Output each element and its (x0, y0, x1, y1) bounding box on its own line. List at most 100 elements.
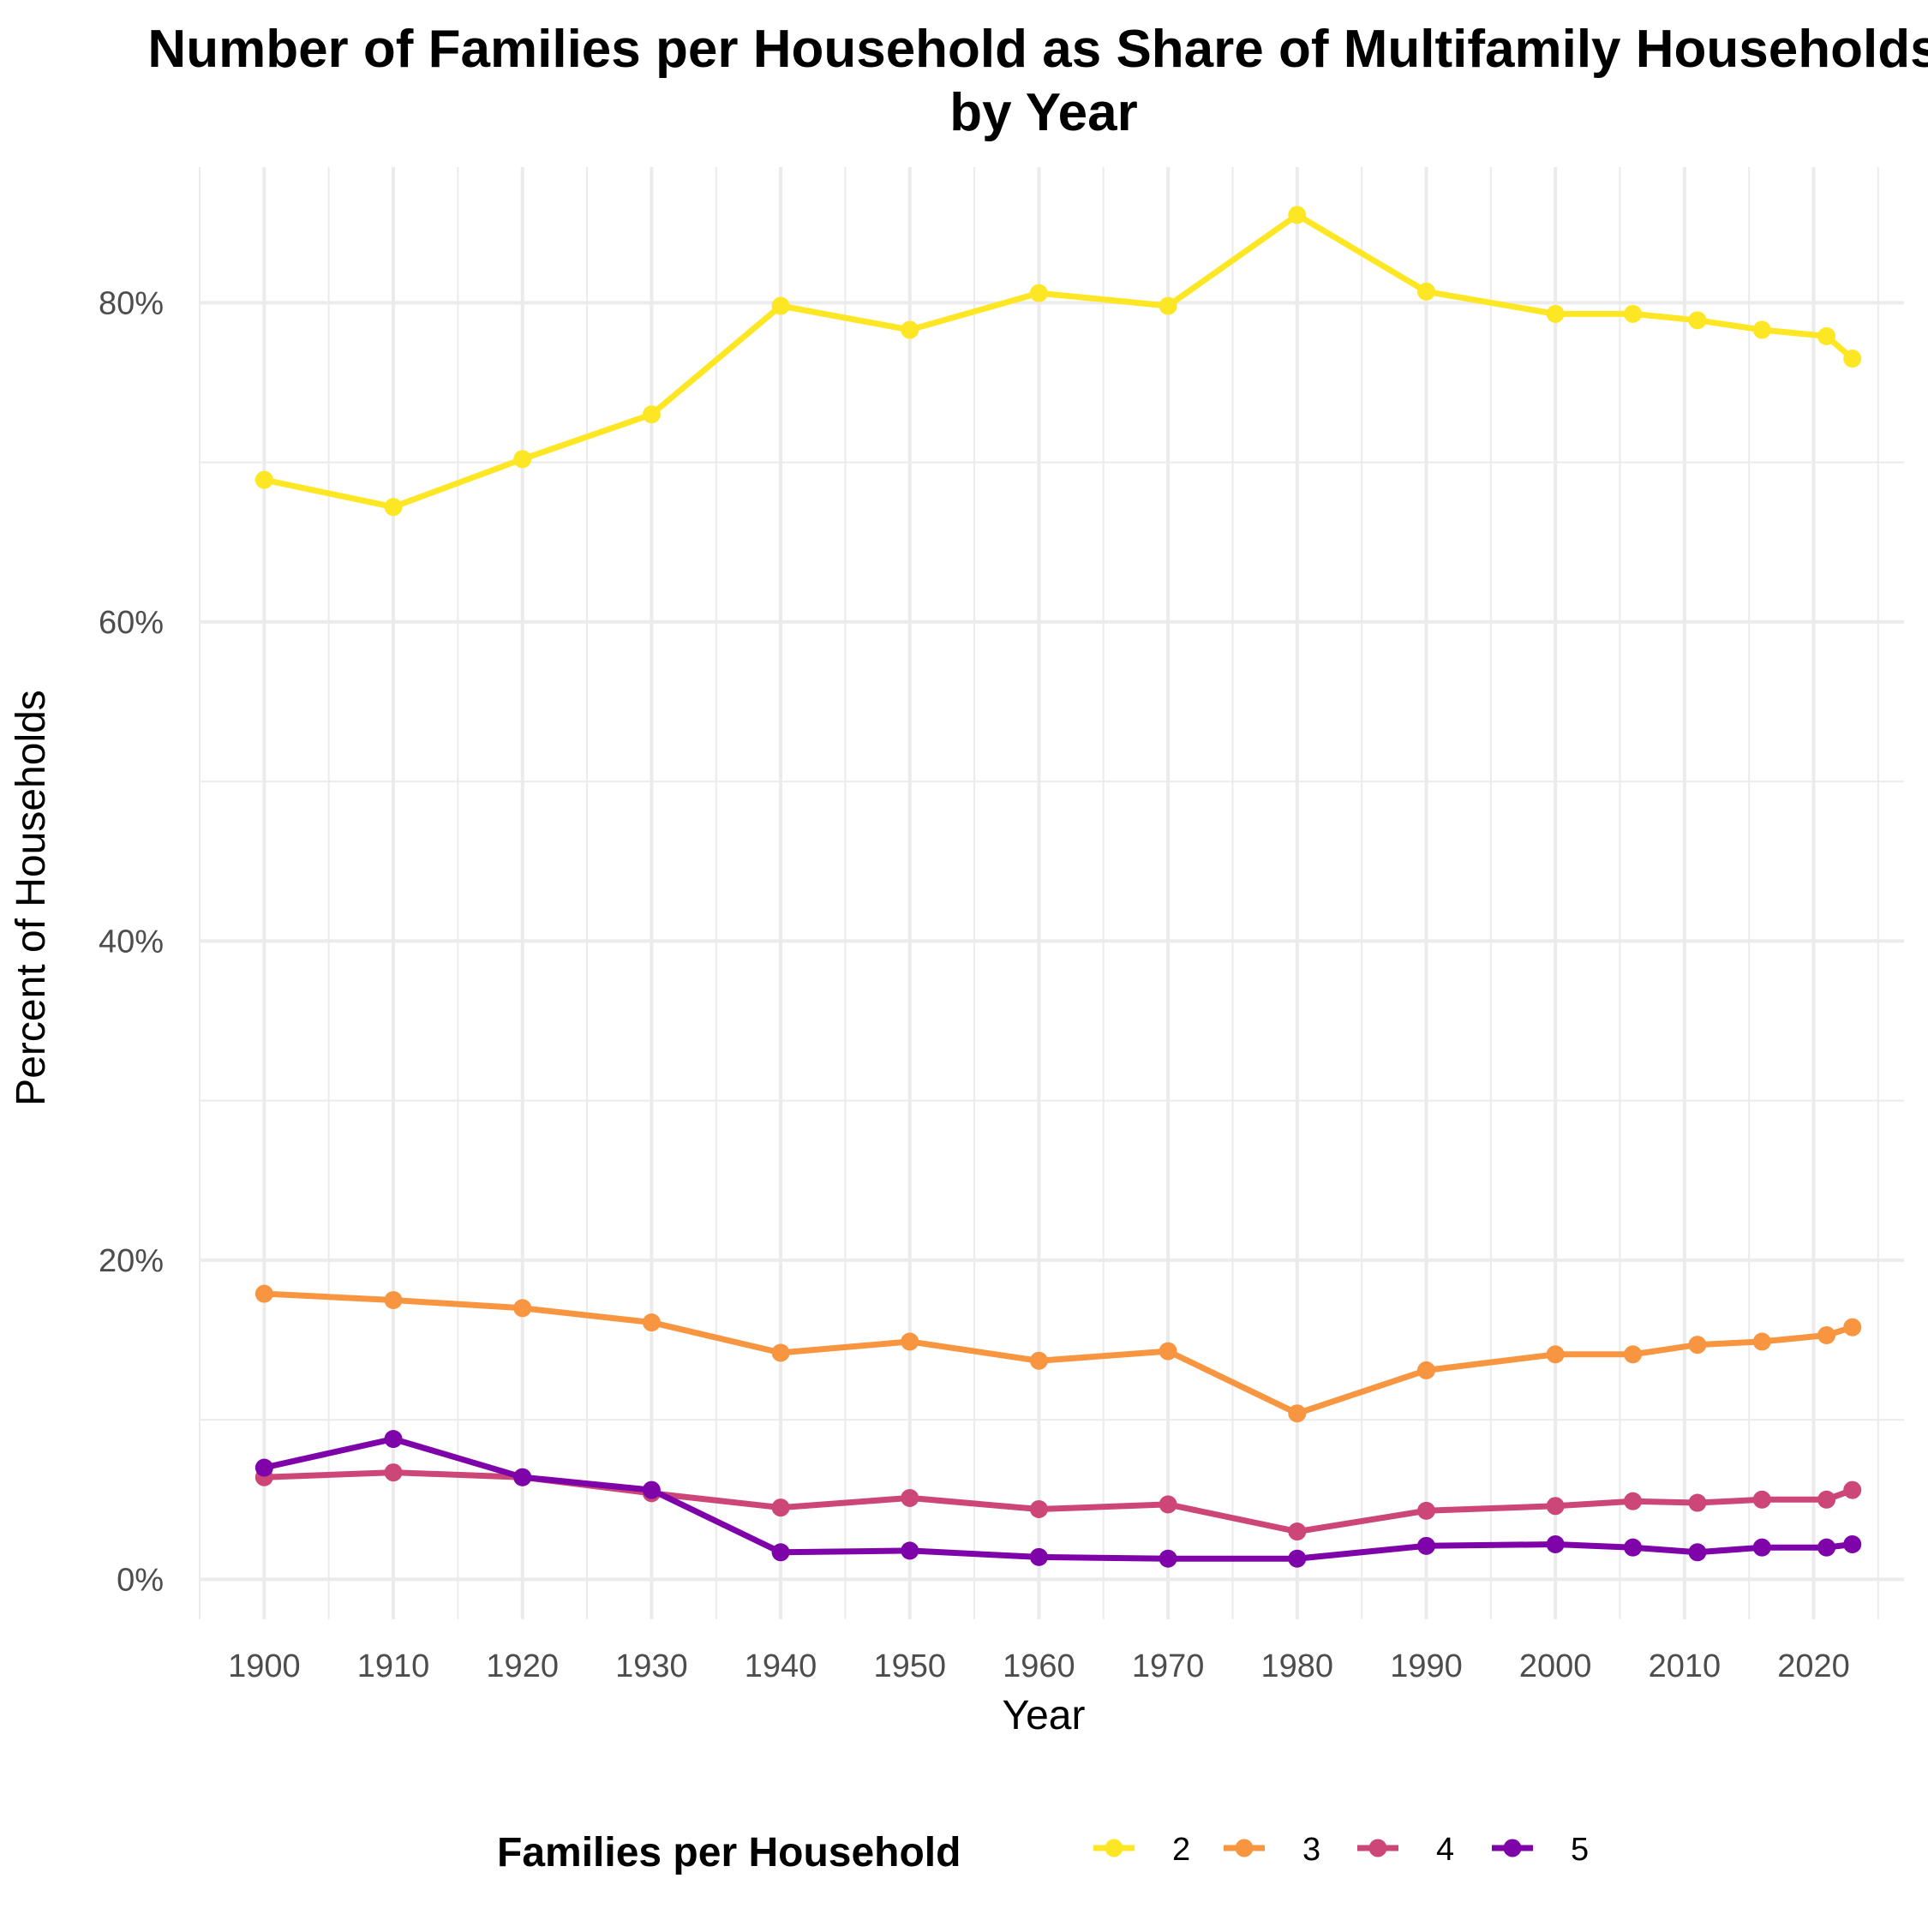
data-point (384, 498, 403, 517)
legend-label: 4 (1436, 1832, 1454, 1868)
data-point (771, 1343, 790, 1362)
data-point (1843, 1480, 1862, 1499)
data-point (1546, 304, 1565, 323)
x-tick-label: 1940 (745, 1648, 817, 1684)
series-layer (254, 206, 1862, 1568)
x-tick-label: 1900 (228, 1648, 301, 1684)
data-point (1752, 320, 1771, 339)
legend-key-point (1368, 1839, 1387, 1857)
data-point (1159, 1549, 1177, 1568)
data-point (1817, 1325, 1836, 1344)
x-tick-label: 1960 (1003, 1648, 1075, 1684)
legend-items: 2 3 4 5 (1093, 1832, 1589, 1868)
data-point (1546, 1345, 1565, 1364)
chart-title-line-1: Number of Families per Household as Shar… (147, 20, 1928, 79)
x-tick-label: 1980 (1261, 1648, 1334, 1684)
data-point (1159, 1495, 1177, 1514)
data-point (1624, 1538, 1643, 1557)
x-tick-label: 1920 (486, 1648, 559, 1684)
data-point (1029, 1547, 1048, 1566)
data-point (1817, 1490, 1836, 1509)
data-point (384, 1463, 403, 1482)
y-axis-ticks: 0% 20% 40% 60% 80% (99, 285, 164, 1598)
data-point (1688, 311, 1707, 330)
series-line (260, 1290, 1856, 1417)
x-axis-title: Year (1003, 1693, 1086, 1738)
y-tick-label: 80% (99, 285, 164, 321)
data-point (1416, 282, 1435, 301)
series-line (260, 212, 1856, 511)
x-tick-label: 2020 (1777, 1648, 1850, 1684)
data-point (901, 320, 919, 339)
x-axis-ticks: 1900 1910 1920 1930 1940 1950 1960 1970 1980 1990… (228, 1648, 1850, 1684)
data-point (1159, 296, 1177, 315)
data-point (1029, 1499, 1048, 1518)
data-point (1817, 326, 1836, 345)
data-point (1688, 1543, 1707, 1562)
data-point (1843, 1534, 1862, 1553)
x-tick-label: 1970 (1132, 1648, 1205, 1684)
data-point (1416, 1361, 1435, 1379)
data-point (254, 470, 273, 489)
data-point (901, 1541, 919, 1560)
data-point (1288, 1522, 1307, 1541)
x-tick-label: 1930 (615, 1648, 688, 1684)
x-tick-label: 1910 (357, 1648, 430, 1684)
data-point (254, 1458, 273, 1477)
data-point (1688, 1493, 1707, 1512)
data-point (901, 1488, 919, 1507)
data-point (1752, 1332, 1771, 1351)
series-5 (254, 1430, 1862, 1568)
y-tick-label: 60% (99, 605, 164, 641)
legend: Families per Household 2 3 4 5 (497, 1830, 1589, 1875)
data-point (1817, 1538, 1836, 1557)
data-point (1843, 350, 1862, 368)
data-point (1029, 1351, 1048, 1370)
legend-key-point (1105, 1839, 1123, 1857)
x-tick-label: 2010 (1649, 1648, 1721, 1684)
y-tick-label: 40% (99, 924, 164, 960)
legend-label: 2 (1172, 1832, 1190, 1868)
x-tick-label: 1950 (873, 1648, 946, 1684)
grid (199, 167, 1904, 1619)
series-2 (254, 206, 1862, 517)
legend-item-5: 5 (1492, 1832, 1589, 1868)
data-point (771, 1498, 790, 1517)
data-point (1288, 1404, 1307, 1423)
legend-key-point (1235, 1839, 1254, 1857)
data-point (1688, 1336, 1707, 1355)
data-point (1288, 1549, 1307, 1568)
data-point (513, 450, 532, 469)
data-point (384, 1430, 403, 1449)
data-point (1416, 1501, 1435, 1520)
chart-title-line-2: by Year (949, 83, 1137, 142)
data-point (1546, 1534, 1565, 1553)
data-point (1029, 284, 1048, 302)
data-point (1624, 304, 1643, 323)
legend-item-3: 3 (1224, 1832, 1320, 1868)
data-point (384, 1290, 403, 1309)
data-point (1752, 1490, 1771, 1509)
data-point (1752, 1538, 1771, 1557)
legend-title: Families per Household (497, 1830, 961, 1875)
x-tick-label: 2000 (1519, 1648, 1592, 1684)
data-point (642, 1313, 661, 1332)
y-tick-label: 20% (99, 1243, 164, 1279)
legend-item-4: 4 (1357, 1832, 1454, 1868)
y-tick-label: 0% (117, 1562, 164, 1598)
series-3 (254, 1284, 1862, 1423)
series-line (260, 1469, 1856, 1535)
data-point (1416, 1536, 1435, 1555)
data-point (1843, 1318, 1862, 1337)
data-point (254, 1284, 273, 1303)
data-point (901, 1332, 919, 1351)
legend-label: 3 (1302, 1832, 1320, 1868)
data-point (642, 405, 661, 424)
data-point (1624, 1492, 1643, 1510)
legend-label: 5 (1571, 1832, 1589, 1868)
data-point (771, 1543, 790, 1562)
y-axis-title: Percent of Households (9, 690, 54, 1106)
data-point (513, 1468, 532, 1486)
